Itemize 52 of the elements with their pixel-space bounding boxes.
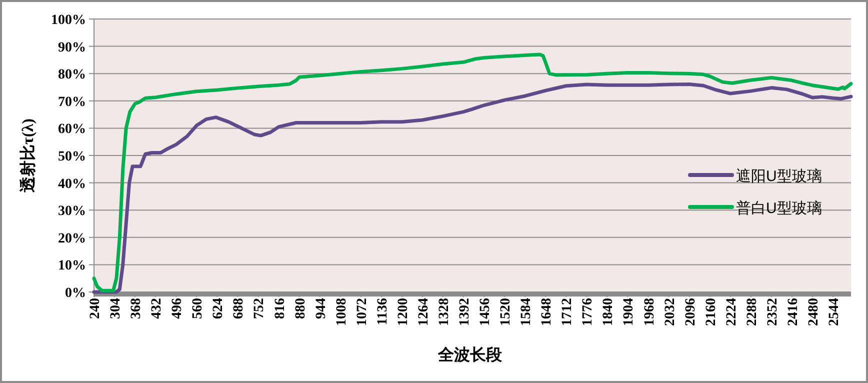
y-tick-label: 80%: [58, 68, 86, 83]
x-tick-label: 2224: [724, 298, 740, 326]
legend-label: 遮阳U型玻璃: [736, 168, 822, 185]
x-tick-label: 1648: [540, 298, 555, 326]
x-tick-label: 880: [293, 298, 308, 319]
x-tick-label: 752: [252, 298, 268, 319]
x-tick-label: 2416: [786, 298, 801, 326]
x-tick-label: 1008: [334, 298, 350, 326]
x-tick-label: 1840: [601, 298, 616, 326]
x-tick-label: 1264: [416, 298, 432, 326]
x-tick-label: 2352: [765, 298, 780, 326]
legend-label: 普白U型玻璃: [736, 200, 822, 217]
x-tick-label: 2288: [744, 298, 760, 326]
y-tick-label: 30%: [58, 204, 86, 220]
x-tick-label: 688: [232, 298, 247, 319]
x-tick-label: 1072: [354, 298, 370, 326]
x-tick-label: 1584: [519, 298, 534, 326]
y-tick-label: 40%: [58, 176, 86, 192]
y-tick-label: 20%: [58, 231, 86, 246]
x-tick-label: 816: [272, 298, 288, 319]
x-tick-label: 1328: [436, 298, 452, 326]
x-tick-label: 2032: [662, 298, 678, 326]
x-tick-label: 2480: [806, 298, 822, 326]
x-axis-title: 全波长段: [437, 346, 503, 364]
x-tick-label: 1520: [498, 298, 514, 326]
y-tick-label: 100%: [51, 13, 86, 28]
x-tick-label: 240: [88, 298, 103, 319]
y-tick-label: 50%: [58, 150, 86, 164]
x-tick-label: 624: [211, 298, 226, 319]
x-tick-label: 496: [170, 298, 186, 319]
x-tick-label: 432: [150, 298, 165, 319]
y-tick-label: 90%: [58, 40, 86, 56]
x-tick-label: 1968: [642, 298, 658, 326]
y-axis-title: 透射比τ(λ): [19, 118, 37, 194]
x-tick-label: 1392: [458, 298, 473, 326]
x-tick-label: 1200: [396, 298, 411, 326]
x-tick-label: 1712: [560, 298, 576, 326]
x-tick-label: 560: [190, 298, 206, 319]
x-tick-label: 1136: [375, 298, 390, 326]
x-tick-label: 1904: [622, 298, 637, 326]
x-tick-label: 2160: [704, 298, 719, 326]
x-tick-label: 2544: [827, 298, 842, 326]
x-tick-label: 304: [108, 298, 124, 319]
y-tick-label: 10%: [58, 258, 86, 274]
x-tick-label: 944: [314, 298, 329, 319]
x-tick-label: 1776: [580, 298, 596, 326]
y-tick-label: 60%: [58, 122, 86, 138]
y-tick-label: 70%: [58, 94, 86, 110]
x-tick-label: 1456: [478, 298, 494, 326]
x-tick-label: 368: [129, 298, 144, 319]
x-tick-label: 2096: [683, 298, 698, 326]
y-tick-label: 0%: [65, 286, 86, 301]
